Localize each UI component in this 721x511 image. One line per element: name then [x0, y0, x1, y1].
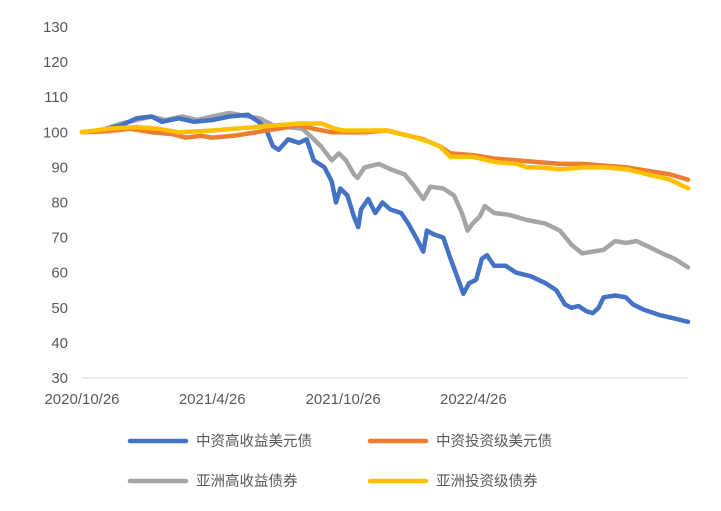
y-tick-label: 100 — [43, 124, 68, 141]
series-line — [79, 121, 691, 191]
y-tick-label: 30 — [51, 370, 68, 387]
y-tick-label: 80 — [51, 195, 68, 212]
x-tick-label: 2020/10/26 — [44, 391, 119, 408]
x-tick-label: 2021/4/26 — [179, 391, 246, 408]
y-tick-label: 90 — [51, 159, 68, 176]
y-tick-label: 70 — [51, 230, 68, 247]
x-tick-label: 2022/4/26 — [440, 391, 507, 408]
y-axis: 30 40 50 60 70 80 90 100 110 120 130 — [43, 19, 68, 387]
x-axis: 2020/10/26 2021/4/26 2021/10/26 2022/4/26 — [44, 377, 688, 408]
legend-label: 亚洲投资级债券 — [436, 473, 538, 490]
x-tick-label: 2021/10/26 — [306, 391, 381, 408]
legend-label: 亚洲高收益债券 — [196, 473, 298, 490]
legend-label: 中资高收益美元债 — [196, 433, 312, 450]
y-tick-label: 130 — [43, 19, 68, 36]
y-tick-label: 120 — [43, 54, 68, 71]
y-tick-label: 50 — [51, 300, 68, 317]
series-layer — [79, 110, 691, 325]
y-tick-label: 110 — [44, 89, 68, 106]
y-tick-label: 40 — [51, 335, 68, 352]
legend-label: 中资投资级美元债 — [436, 433, 552, 450]
y-tick-label: 60 — [51, 265, 68, 282]
series-line — [79, 112, 691, 325]
